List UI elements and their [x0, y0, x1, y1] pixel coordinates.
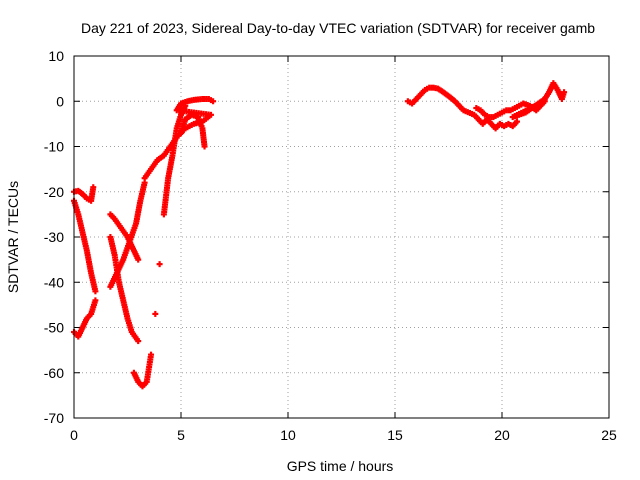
data-points [71, 80, 568, 390]
x-axis-ticks: 0 5 10 15 20 25 [70, 56, 617, 443]
x-tick-label: 20 [494, 427, 510, 443]
data-point [92, 288, 99, 295]
data-point [92, 297, 99, 304]
plot-frame [73, 55, 610, 419]
y-tick-label: -10 [44, 139, 64, 155]
data-point [201, 143, 208, 150]
x-tick-label: 5 [177, 427, 185, 443]
chart-title: Day 221 of 2023, Sidereal Day-to-day VTE… [81, 20, 595, 36]
y-axis-label: SDTVAR / TECUs [5, 181, 21, 293]
y-tick-label: -50 [44, 320, 64, 336]
data-point [156, 261, 163, 268]
data-point [513, 118, 520, 125]
data-point [148, 351, 155, 358]
data-point [135, 338, 142, 345]
data-point [561, 89, 568, 96]
data-point [210, 98, 217, 105]
x-tick-label: 0 [70, 427, 78, 443]
y-tick-label: 10 [48, 48, 64, 64]
y-tick-label: -30 [44, 229, 64, 245]
x-tick-label: 25 [601, 427, 617, 443]
data-point [90, 184, 97, 191]
y-tick-label: -70 [44, 410, 64, 426]
data-point [135, 256, 142, 263]
data-point [152, 310, 159, 317]
y-tick-label: -60 [44, 365, 64, 381]
x-tick-label: 15 [387, 427, 403, 443]
x-tick-label: 10 [280, 427, 296, 443]
y-tick-label: -20 [44, 184, 64, 200]
y-tick-label: 0 [56, 93, 64, 109]
y-tick-label: -40 [44, 274, 64, 290]
x-axis-label: GPS time / hours [287, 458, 394, 474]
